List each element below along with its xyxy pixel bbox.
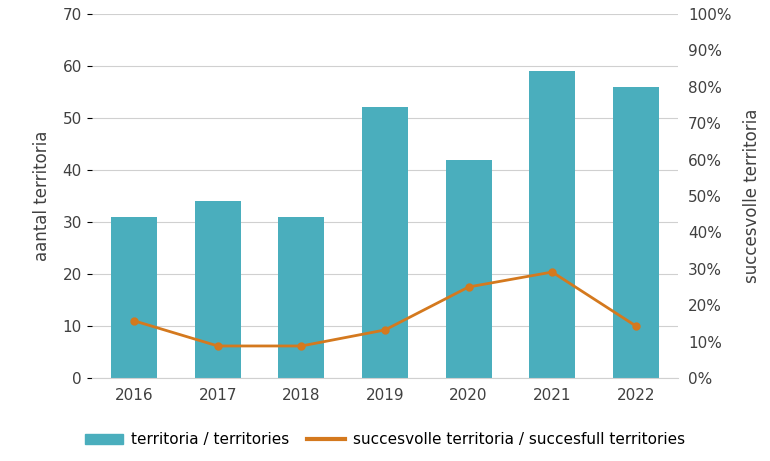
Bar [362,107,408,378]
Y-axis label: succesvolle territoria: succesvolle territoria [742,109,761,283]
Y-axis label: aantal territoria: aantal territoria [34,131,52,261]
Bar [446,160,491,378]
Bar [529,71,575,378]
Bar [195,201,241,378]
Bar [613,87,659,378]
Bar [279,217,324,378]
Bar [111,217,157,378]
Legend: territoria / territories, succesvolle territoria / succesfull territories: territoria / territories, succesvolle te… [79,426,691,453]
